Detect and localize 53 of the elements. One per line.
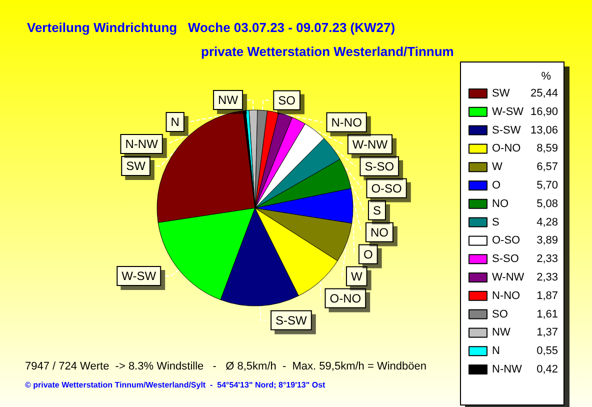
slice-label: N-NW	[125, 137, 159, 152]
chart-subtitle: private Wetterstation Westerland/Tinnum	[201, 44, 454, 59]
data-label: 0,42	[536, 364, 558, 376]
legend-label: N	[492, 345, 500, 358]
data-label: 25,44	[530, 88, 558, 100]
data-label: 1,87	[536, 290, 558, 302]
data-label: 16,90	[530, 106, 558, 118]
data-label: 5,08	[536, 198, 558, 210]
text: © private Wetterstation Tinnum/Westerland/Sylt - 54°54'13" Nord; 8°19'13" Ost	[25, 380, 326, 390]
legend-label: S-SO	[492, 253, 520, 266]
slice-label: NO	[370, 225, 388, 240]
data-label: 1,37	[536, 326, 558, 339]
slice-label: W-SW	[122, 268, 157, 283]
data-label: 6,57	[536, 161, 558, 174]
slice-label: S	[372, 203, 381, 218]
legend-label: W-NW	[492, 272, 525, 284]
slice-label: N-NO	[331, 115, 362, 130]
slice-label: O-NO	[330, 291, 362, 306]
slice-label: S-SW	[276, 313, 308, 328]
data-label: 4,28	[536, 216, 558, 228]
slice-label: W-NW	[352, 137, 388, 152]
data-label: 13,06	[530, 124, 558, 136]
slice-label: SO	[278, 93, 296, 108]
data-label: 2,33	[536, 272, 558, 284]
data-label: 0,55	[536, 345, 558, 358]
slice-label: S-SO	[364, 159, 394, 174]
slice-label: O	[363, 247, 373, 262]
legend-title: %	[541, 70, 552, 82]
legend-label: N-NO	[492, 290, 521, 302]
slice-label: O-SO	[371, 181, 402, 196]
legend-label: O-SO	[492, 234, 521, 247]
chart-title: Verteilung Windrichtung Woche 03.07.23 - 09.07.23 (KW27)	[27, 20, 396, 35]
text: 7947 / 724 Werte -> 8.3% Windstille - Ø 8,5km/h - Max. 59,5km/h = Windböen	[25, 360, 426, 372]
legend-label: SW	[492, 88, 510, 100]
legend-label: S-SW	[492, 124, 522, 136]
slice-label: W	[350, 269, 363, 284]
data-label: 5,70	[536, 180, 558, 192]
data-label: 8,59	[536, 142, 558, 155]
legend-label: O	[492, 180, 501, 192]
slice-label: SW	[126, 159, 146, 174]
data-label: 2,33	[536, 253, 558, 266]
legend-label: O-NO	[492, 142, 522, 155]
slice-label: N	[170, 115, 180, 130]
legend-label: W-SW	[492, 106, 524, 118]
legend-label: NW	[492, 326, 511, 339]
legend-label: NO	[492, 198, 509, 210]
legend-label: S	[492, 216, 500, 228]
legend-label: W	[492, 161, 503, 174]
slice-label: NW	[218, 93, 239, 108]
data-label: 3,89	[536, 234, 558, 247]
data-label: 1,61	[536, 308, 558, 320]
legend-label: N-NW	[492, 364, 523, 376]
legend-label: SO	[492, 308, 508, 320]
